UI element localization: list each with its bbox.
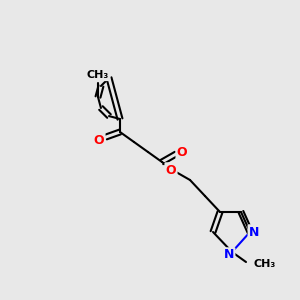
Text: N: N (224, 248, 234, 262)
Text: CH₃: CH₃ (254, 259, 276, 269)
Text: N: N (249, 226, 259, 238)
Text: O: O (166, 164, 176, 176)
Text: O: O (94, 134, 104, 146)
Text: CH₃: CH₃ (87, 70, 109, 80)
Text: O: O (177, 146, 187, 158)
